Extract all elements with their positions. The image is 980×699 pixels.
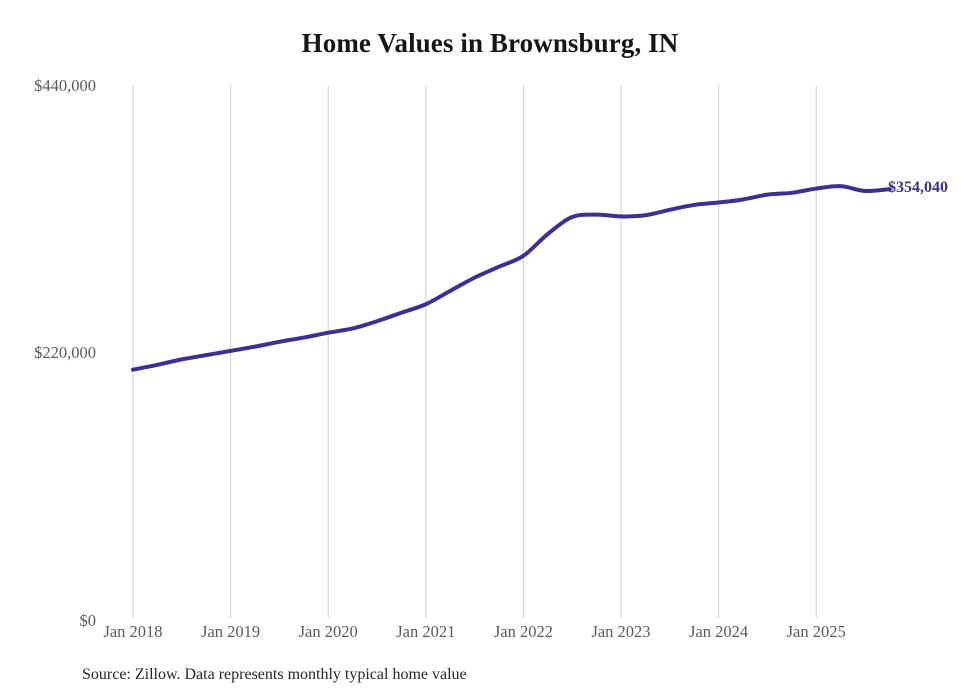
y-axis-tick-label-top: $440,000 [34, 76, 96, 95]
chart-title: Home Values in Brownsburg, IN [301, 28, 679, 58]
y-axis-tick-label-mid: $220,000 [34, 343, 96, 362]
series-line-typical-home-value [131, 184, 892, 372]
x-axis-tick-label-jan-2024: Jan 2024 [689, 622, 749, 641]
x-axis-tick-label-jan-2022: Jan 2022 [493, 622, 553, 641]
x-axis-tick-label-jan-2025: Jan 2025 [786, 622, 846, 641]
x-axis-tick-label-jan-2020: Jan 2020 [298, 622, 358, 641]
endpoint-value-annotation: $354,040 [888, 179, 948, 197]
x-axis-tick-label-jan-2018: Jan 2018 [103, 622, 163, 641]
chart-footnote-source: Source: Zillow. Data represents monthly … [82, 666, 467, 683]
x-axis-tick-label-jan-2021: Jan 2021 [396, 622, 456, 641]
x-axis-tick-label-jan-2023: Jan 2023 [591, 622, 651, 641]
gridlines [132, 85, 817, 618]
y-axis-tick-label-zero: $0 [79, 611, 97, 630]
x-axis-tick-label-jan-2019: Jan 2019 [201, 622, 261, 641]
